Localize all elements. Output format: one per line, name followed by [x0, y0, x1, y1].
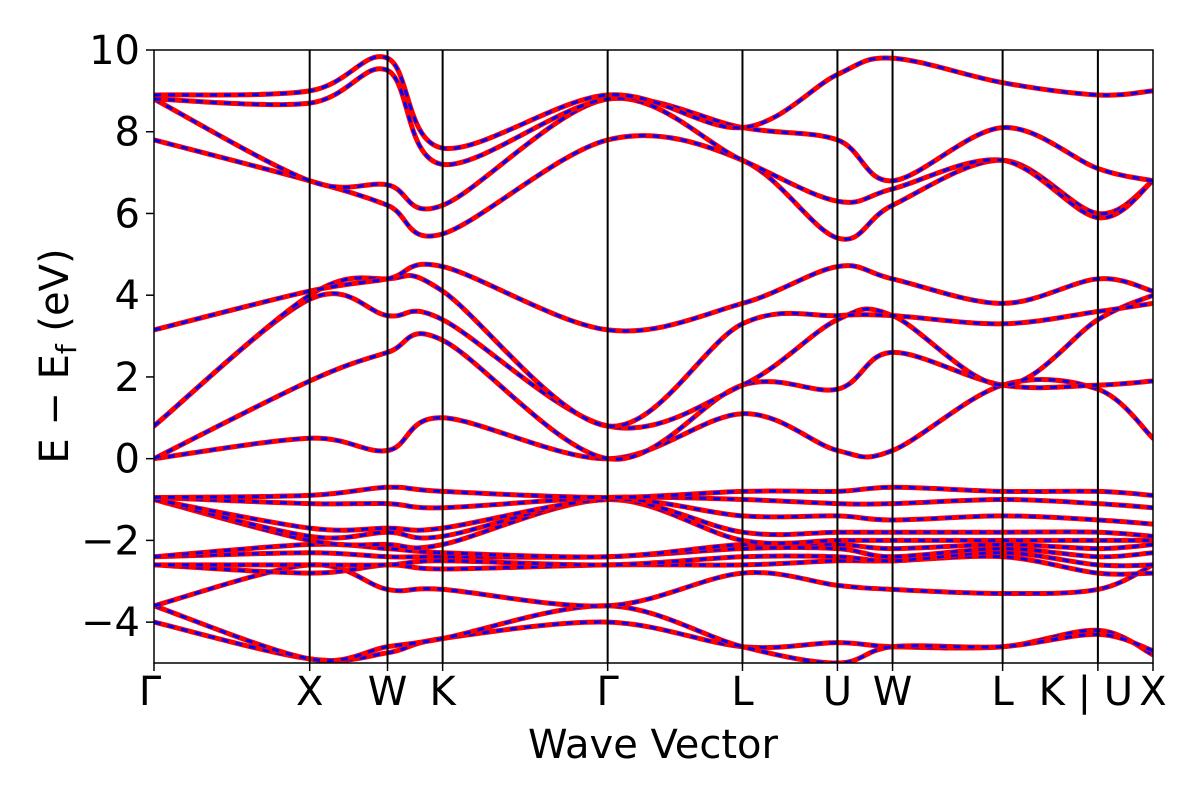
x-tick-label: W: [368, 669, 408, 715]
band-overlay-line: [154, 551, 1153, 568]
x-tick-label: Γ: [139, 669, 162, 715]
y-tick-label: 0: [115, 437, 140, 483]
band-4: [154, 550, 1153, 569]
band-5: [154, 545, 1153, 560]
band-overlay-line: [154, 495, 1153, 510]
band-overlay-line: [154, 378, 1153, 461]
x-tick-label: Γ: [597, 669, 620, 715]
band-overlay-line: [154, 554, 1153, 576]
band-overlay-line: [154, 620, 1153, 663]
band-7: [154, 496, 1153, 551]
band-8: [154, 496, 1153, 541]
y-tick-label: 6: [115, 191, 140, 237]
band-3: [154, 553, 1153, 577]
band-overlay-line: [154, 485, 1153, 499]
plot-frame: [153, 49, 1154, 664]
band-overlay-line: [154, 96, 1153, 220]
band-overlay-line: [154, 497, 1153, 550]
band-overlay-line: [154, 67, 1153, 183]
band-9: [154, 496, 1153, 533]
x-tick-label: X: [296, 669, 323, 715]
band-overlay-line: [154, 546, 1153, 559]
y-tick-label: −2: [81, 518, 140, 564]
x-tick-label: L: [731, 669, 754, 715]
band-11: [154, 484, 1153, 500]
band-18: [154, 95, 1153, 221]
band-overlay-line: [154, 332, 1153, 461]
x-axis-label: Wave Vector: [528, 722, 779, 768]
y-axis-label-unit: (eV): [32, 248, 78, 344]
y-axis-ticks: 10 8 6 4 2 0 −2 −4: [81, 28, 154, 646]
band-overlay-line: [154, 563, 1153, 608]
band-2: [154, 562, 1153, 609]
y-axis-label-main: E − E: [32, 354, 78, 464]
y-tick-label: 10: [89, 28, 140, 74]
band-overlay-line: [154, 497, 1153, 532]
y-tick-label: 4: [115, 273, 140, 319]
x-tick-label: W: [873, 669, 913, 715]
band-14: [154, 291, 1153, 431]
x-tick-label: K | U: [1039, 669, 1133, 715]
band-overlay-line: [154, 292, 1153, 430]
x-tick-label: U: [823, 669, 852, 715]
x-tick-label: L: [991, 669, 1014, 715]
band-overlay-line: [154, 604, 1153, 663]
band-overlay-line: [154, 262, 1153, 333]
x-tick-label: K: [430, 669, 458, 715]
x-tick-label: X: [1139, 669, 1166, 715]
y-tick-label: −4: [81, 600, 140, 646]
y-tick-label: 2: [115, 355, 140, 401]
high-symmetry-lines: [308, 50, 1099, 663]
band-10: [154, 494, 1153, 511]
y-axis-label-sub: f: [50, 343, 83, 354]
y-tick-label: 8: [115, 110, 140, 156]
band-overlay-line: [154, 497, 1153, 540]
y-axis-label: E − Ef (eV): [32, 248, 83, 463]
bands-layer: [154, 54, 1153, 663]
band-16: [154, 261, 1153, 334]
